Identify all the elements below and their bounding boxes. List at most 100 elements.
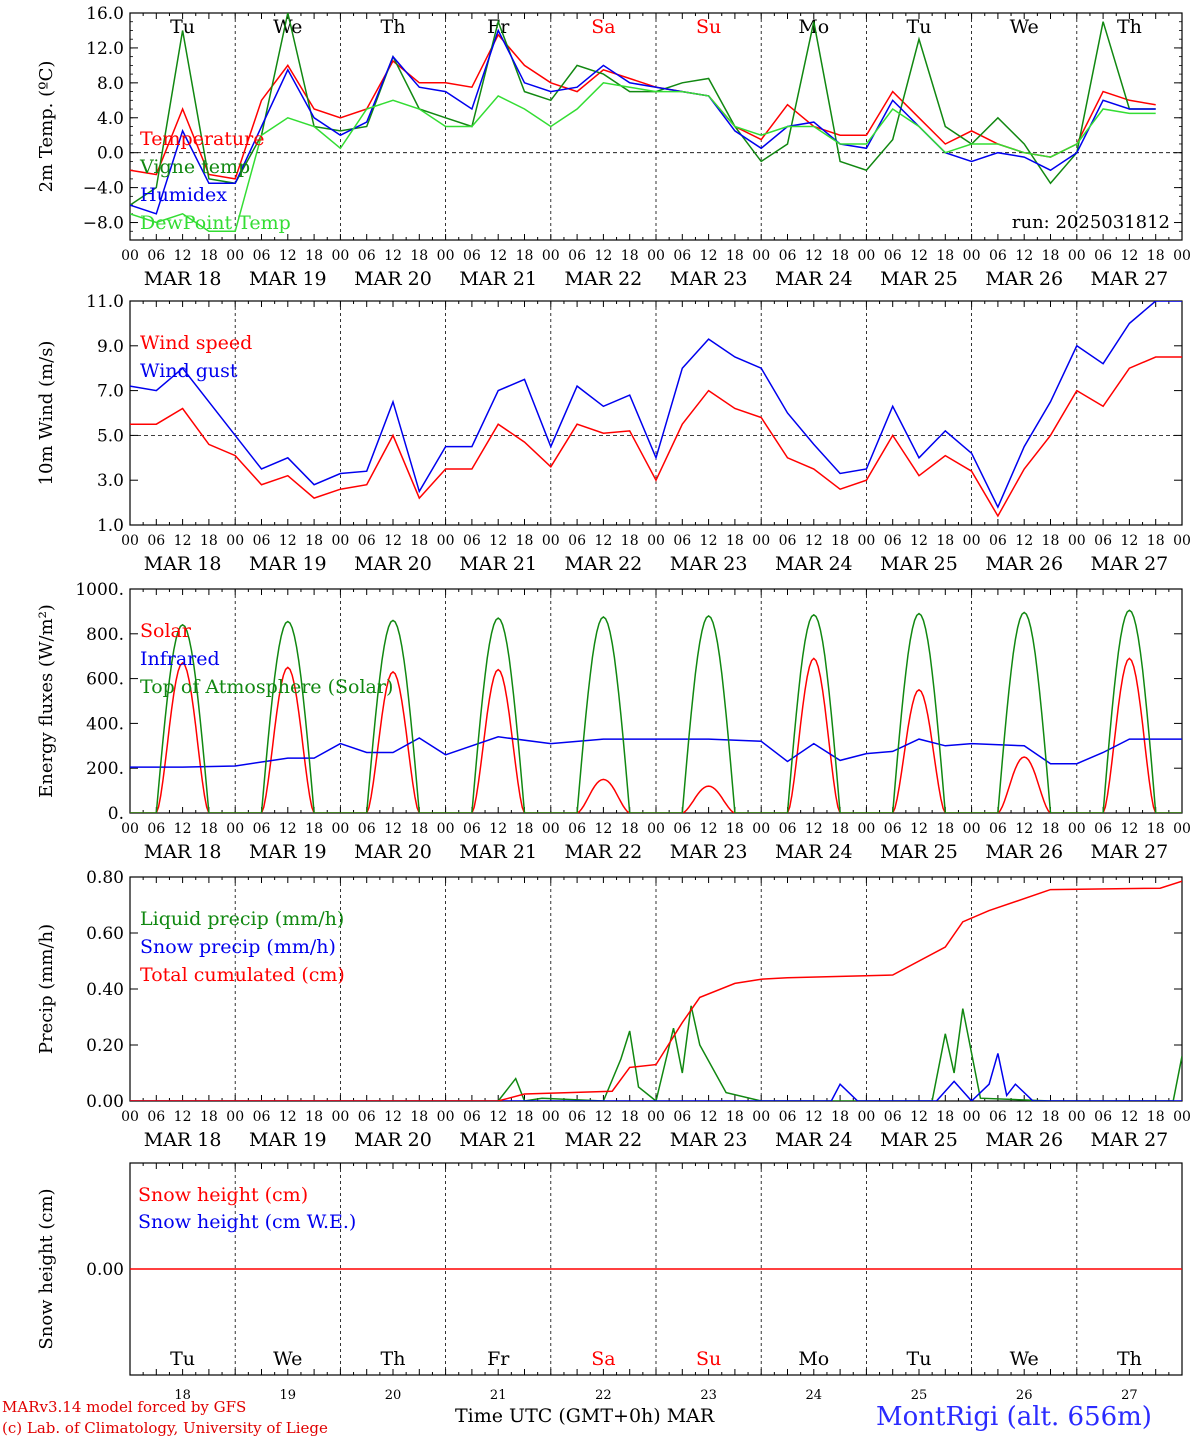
legend-entry: Vigne temp bbox=[139, 156, 250, 178]
series-line-liquid-precip-mm-h- bbox=[130, 1005, 1182, 1101]
y-tick-label: 400. bbox=[86, 714, 124, 734]
hour-tick-label: 00 bbox=[437, 821, 455, 837]
weekday-label: Fr bbox=[487, 16, 510, 38]
date-label: MAR 22 bbox=[565, 841, 643, 863]
date-label: MAR 20 bbox=[354, 841, 432, 863]
y-axis-label: Snow height (cm) bbox=[36, 1188, 57, 1349]
hour-tick-label: 18 bbox=[831, 533, 849, 549]
y-tick-label: −4.0 bbox=[83, 179, 124, 199]
hour-tick-label: 18 bbox=[305, 821, 323, 837]
hour-tick-label: 12 bbox=[1015, 248, 1033, 264]
hour-tick-label: 12 bbox=[174, 248, 192, 264]
day-number-label: 20 bbox=[385, 1388, 402, 1403]
hour-tick-label: 18 bbox=[726, 533, 744, 549]
y-tick-label: 1000. bbox=[75, 580, 124, 600]
hour-tick-label: 00 bbox=[647, 533, 665, 549]
series-group bbox=[130, 301, 1182, 518]
hour-tick-label: 00 bbox=[437, 248, 455, 264]
y-tick-label: 0.20 bbox=[86, 1036, 124, 1056]
series-line-wind-speed bbox=[130, 356, 1182, 518]
hour-tick-label: 18 bbox=[621, 821, 639, 837]
y-tick-label: 0.40 bbox=[86, 980, 124, 1000]
y-tick-label: 4.0 bbox=[97, 109, 124, 129]
day-number-label: 22 bbox=[595, 1388, 612, 1403]
hour-tick-label: 06 bbox=[358, 533, 376, 549]
y-tick-label: 1.0 bbox=[97, 516, 124, 536]
hour-tick-label: 12 bbox=[910, 821, 928, 837]
hour-tick-label: 00 bbox=[1173, 533, 1191, 549]
hour-tick-label: 12 bbox=[384, 248, 402, 264]
series-line-temperature bbox=[130, 33, 1156, 180]
hour-tick-label: 18 bbox=[1147, 533, 1165, 549]
y-axis-label: Precip (mm/h) bbox=[36, 924, 57, 1054]
series-group bbox=[130, 880, 1182, 1101]
hour-tick-label: 00 bbox=[331, 1109, 349, 1125]
hour-tick-label: 12 bbox=[1120, 821, 1138, 837]
hour-tick-label: 06 bbox=[147, 248, 165, 264]
hour-tick-label: 00 bbox=[752, 533, 770, 549]
hour-tick-label: 06 bbox=[1094, 533, 1112, 549]
hour-tick-label: 00 bbox=[857, 248, 875, 264]
date-label: MAR 21 bbox=[459, 841, 537, 863]
hour-tick-label: 06 bbox=[568, 533, 586, 549]
date-label: MAR 21 bbox=[459, 268, 537, 290]
hour-tick-label: 00 bbox=[226, 821, 244, 837]
date-label: MAR 23 bbox=[670, 553, 748, 575]
hour-tick-label: 12 bbox=[1015, 821, 1033, 837]
date-label: MAR 19 bbox=[249, 268, 327, 290]
weekday-label: Tu bbox=[907, 1348, 932, 1370]
date-label: MAR 19 bbox=[249, 841, 327, 863]
panel-2: 11.0 9.0 7.0 5.0 3.0 1.0 10m Wind (m/s) 00 06 12 1… bbox=[36, 292, 1191, 575]
hour-tick-label: 06 bbox=[253, 533, 271, 549]
weekday-label: Th bbox=[381, 1348, 406, 1370]
date-label: MAR 23 bbox=[670, 268, 748, 290]
hour-tick-label: 18 bbox=[621, 533, 639, 549]
hour-tick-label: 12 bbox=[279, 821, 297, 837]
hour-tick-label: 00 bbox=[1173, 821, 1191, 837]
day-number-label: 18 bbox=[174, 1388, 191, 1403]
weekday-label: Tu bbox=[170, 16, 195, 38]
hour-tick-label: 12 bbox=[700, 533, 718, 549]
series-line-infrared bbox=[130, 736, 1182, 768]
hour-tick-label: 18 bbox=[410, 533, 428, 549]
hour-tick-label: 06 bbox=[147, 821, 165, 837]
weekday-label: Sa bbox=[591, 16, 615, 38]
hour-tick-label: 00 bbox=[752, 248, 770, 264]
time-axis-label: Time UTC (GMT+0h) MAR bbox=[455, 1405, 715, 1427]
weekday-label: We bbox=[1010, 1348, 1039, 1370]
y-tick-label: 800. bbox=[86, 625, 124, 645]
date-label: MAR 27 bbox=[1091, 1129, 1169, 1151]
hour-tick-label: 00 bbox=[542, 248, 560, 264]
date-label: MAR 22 bbox=[565, 268, 643, 290]
legend-entry: Wind speed bbox=[140, 332, 252, 354]
legend-entry: Snow height (cm W.E.) bbox=[138, 1211, 356, 1233]
hour-tick-label: 06 bbox=[1094, 248, 1112, 264]
y-tick-label: 0.80 bbox=[86, 868, 124, 888]
date-label: MAR 20 bbox=[354, 1129, 432, 1151]
hour-tick-label: 06 bbox=[673, 821, 691, 837]
hour-tick-label: 06 bbox=[884, 533, 902, 549]
series-line-total-cumulated-cm- bbox=[130, 880, 1182, 1101]
date-label: MAR 24 bbox=[775, 841, 853, 863]
model-credit: MARv3.14 model forced by GFS bbox=[2, 1398, 247, 1416]
legend-entry: Total cumulated (cm) bbox=[140, 964, 345, 986]
hour-tick-label: 12 bbox=[1120, 248, 1138, 264]
series-line-wind-gust bbox=[130, 301, 1182, 509]
hour-tick-label: 06 bbox=[673, 1109, 691, 1125]
date-label: MAR 21 bbox=[459, 553, 537, 575]
date-label: MAR 26 bbox=[985, 1129, 1063, 1151]
hour-tick-label: 06 bbox=[568, 248, 586, 264]
hour-tick-label: 00 bbox=[437, 1109, 455, 1125]
hour-tick-label: 18 bbox=[936, 821, 954, 837]
hour-tick-label: 12 bbox=[1120, 533, 1138, 549]
hour-tick-label: 06 bbox=[463, 821, 481, 837]
hour-tick-label: 00 bbox=[226, 248, 244, 264]
hour-tick-label: 06 bbox=[253, 1109, 271, 1125]
series-line-vigne-temp bbox=[130, 13, 1156, 206]
panel-1: 16.0 12.0 8.0 4.0 0.0 −4.0 −8.0 2m Temp. (ºC) 00… bbox=[36, 4, 1191, 290]
date-label: MAR 18 bbox=[144, 841, 222, 863]
weekday-label: Th bbox=[381, 16, 406, 38]
hour-tick-label: 12 bbox=[174, 821, 192, 837]
series-line-solar bbox=[130, 657, 1182, 813]
y-tick-label: −8.0 bbox=[83, 214, 124, 234]
